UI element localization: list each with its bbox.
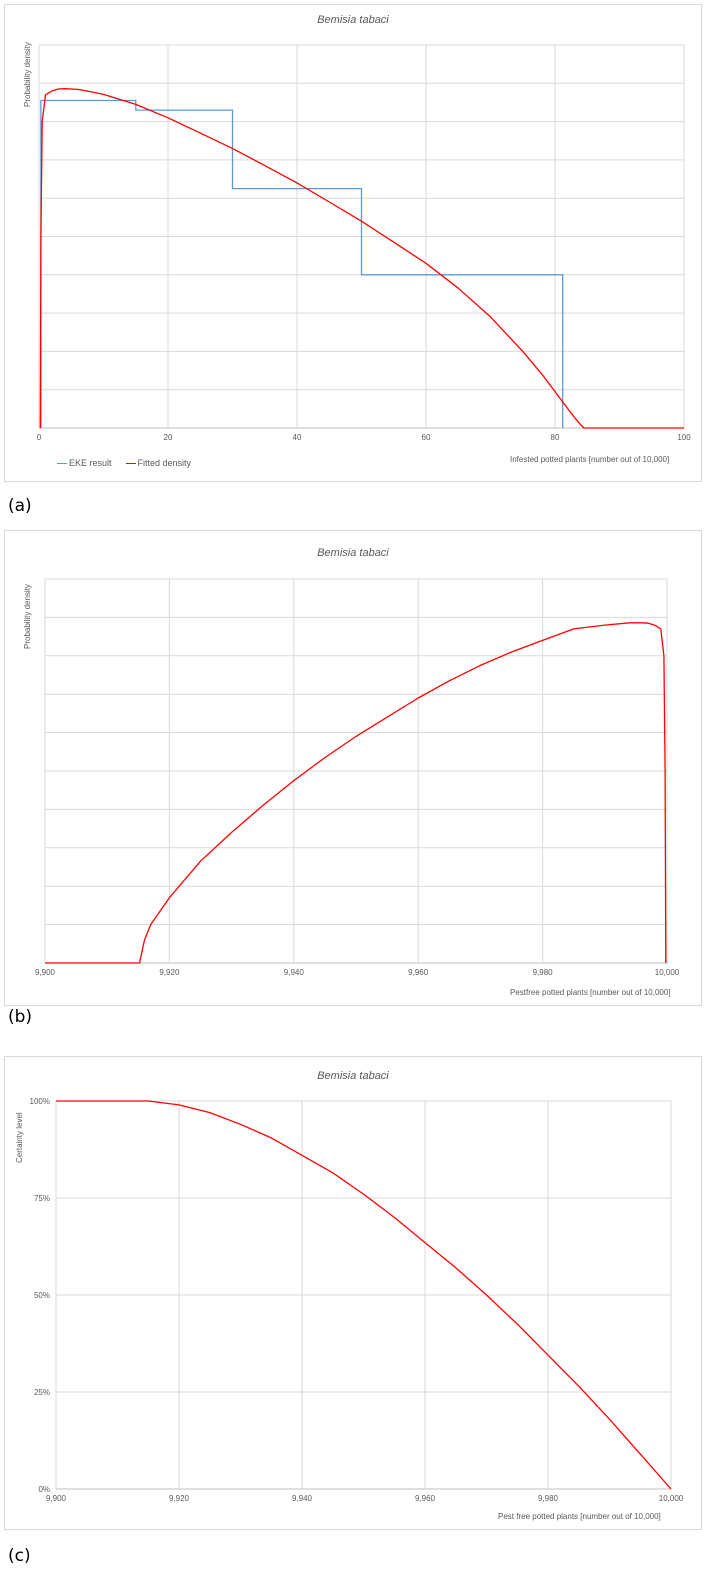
y-tick-label: 0%: [38, 1485, 50, 1494]
x-tick-label: 9,900: [35, 968, 56, 977]
x-tick-label: 10,000: [655, 968, 680, 977]
y-tick-label: 75%: [34, 1194, 50, 1203]
chart-a-title: Bemisia tabaci: [317, 14, 389, 26]
x-tick-label: 80: [551, 433, 560, 442]
chart-c-ylabel: Certainty level: [15, 1112, 24, 1163]
chart-b-xlabel: Pestfree potted plants [number out of 10…: [510, 988, 671, 997]
x-tick-label: 9,920: [169, 1494, 190, 1503]
legend-swatch-eke: [57, 462, 67, 464]
y-tick-label: 25%: [34, 1388, 50, 1397]
legend-label-eke: EKE result: [69, 458, 112, 468]
x-tick-label: 60: [422, 433, 431, 442]
x-tick-label: 100: [677, 433, 691, 442]
chart-a-ylabel: Probability density: [23, 42, 32, 107]
y-tick-label: 50%: [34, 1291, 50, 1300]
chart-a-plot: 0 20 40 60 80 100: [37, 44, 691, 442]
chart-c-title: Bemisia tabaci: [317, 1070, 389, 1082]
chart-panel-a: 0 20 40 60 80 100 Bemisia tabaci Probability …: [4, 4, 702, 482]
legend-label-fitted: Fitted density: [137, 458, 192, 468]
fitted-density-line: [39, 88, 684, 429]
chart-b-plot: 9,900 9,920 9,940 9,960 9,980 10,000: [35, 578, 680, 977]
x-tick-label: 9,940: [284, 968, 305, 977]
x-tick-label: 9,920: [159, 968, 180, 977]
chart-b-ylabel: Probability density: [23, 584, 32, 649]
x-tick-label: 9,960: [415, 1494, 436, 1503]
legend-item-eke: EKE result: [57, 458, 112, 468]
eke-result-line: [40, 99, 564, 428]
x-tick-label: 9,960: [408, 968, 429, 977]
chart-c-xlabel: Pest free potted plants [number out of 1…: [498, 1512, 661, 1521]
x-tick-label: 9,900: [46, 1494, 67, 1503]
x-tick-label: 0: [37, 433, 42, 442]
series-line: [45, 622, 667, 964]
legend-item-fitted: Fitted density: [125, 458, 192, 468]
chart-a-legend: EKE result Fitted density: [57, 458, 191, 468]
series-line: [56, 1100, 672, 1490]
x-tick-label: 10,000: [659, 1494, 684, 1503]
legend-swatch-fitted: [125, 462, 136, 464]
x-tick-label: 9,940: [292, 1494, 313, 1503]
chart-panel-c: 9,900 9,920 9,940 9,960 9,980 10,000 0% 25% 50% 7…: [4, 1056, 702, 1530]
panel-label-a: (a): [8, 496, 32, 516]
x-tick-label: 20: [164, 433, 173, 442]
chart-b-title: Bemisia tabaci: [317, 547, 389, 559]
x-tick-label: 9,980: [538, 1494, 559, 1503]
x-tick-label: 40: [293, 433, 302, 442]
panel-label-b: (b): [8, 1007, 33, 1027]
chart-a-xlabel: Infested potted plants [number out of 10…: [510, 455, 670, 464]
x-tick-label: 9,980: [533, 968, 554, 977]
y-tick-label: 100%: [30, 1097, 50, 1106]
chart-panel-b: 9,900 9,920 9,940 9,960 9,980 10,000 Bemisia …: [4, 530, 702, 1006]
panel-label-c: (c): [8, 1546, 31, 1566]
chart-c-plot: 9,900 9,920 9,940 9,960 9,980 10,000 0% 25% 50% 7…: [30, 1097, 684, 1503]
